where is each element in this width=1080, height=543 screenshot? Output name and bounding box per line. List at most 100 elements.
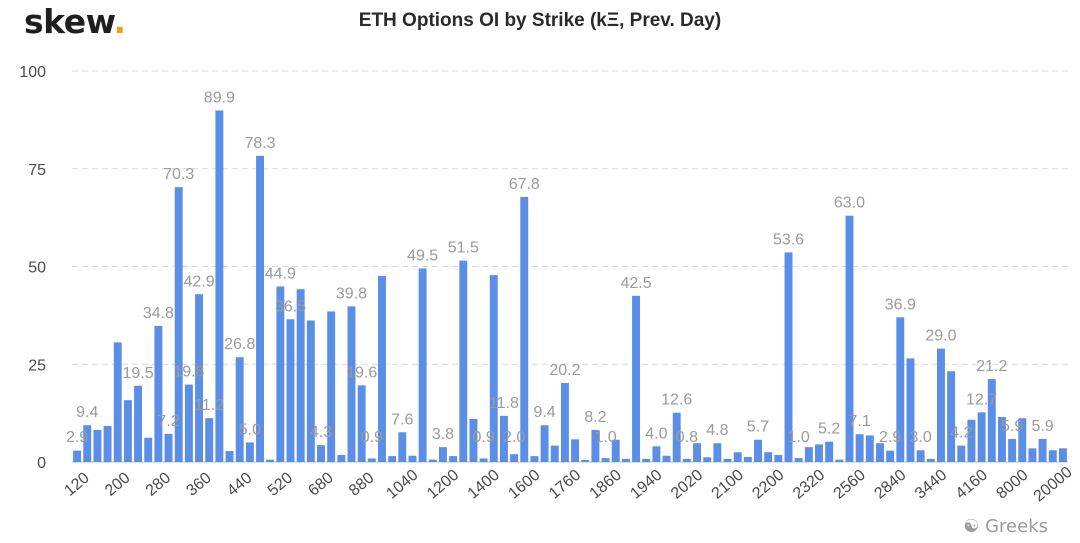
bar: [449, 456, 458, 462]
data-label: 5.9: [1031, 418, 1053, 435]
bar: [957, 445, 966, 462]
data-label: 26.8: [224, 336, 255, 353]
bar: [235, 357, 244, 462]
bar: [591, 429, 600, 462]
data-label: 3.0: [910, 429, 932, 446]
data-label: 4.3: [310, 424, 332, 441]
x-tick-label: 120: [61, 469, 92, 499]
bar: [276, 286, 285, 462]
bar: [764, 452, 773, 462]
x-tick-label: 440: [224, 469, 255, 499]
bar: [123, 400, 132, 462]
bar: [1048, 450, 1057, 462]
bar: [469, 418, 478, 462]
bar: [367, 458, 376, 462]
data-label: 3.8: [432, 426, 454, 443]
bar: [205, 418, 214, 462]
bar: [296, 289, 305, 462]
bar: [581, 460, 590, 462]
x-tick-label: 1040: [383, 467, 421, 503]
bar: [174, 187, 183, 462]
bar: [438, 447, 447, 462]
bar: [723, 458, 732, 462]
data-label: 12.6: [661, 392, 692, 409]
bar: [947, 371, 956, 462]
y-tick-label: 100: [19, 64, 46, 81]
x-tick-label: 3440: [912, 467, 950, 503]
bar: [926, 458, 935, 462]
data-label: 5.7: [747, 419, 769, 436]
bar: [774, 454, 783, 462]
x-tick-label: 20000: [1031, 464, 1076, 506]
bar: [652, 446, 661, 462]
data-label: 19.5: [122, 365, 153, 382]
data-label: 21.2: [976, 358, 1007, 375]
data-label: 9.4: [533, 404, 555, 421]
bar: [601, 458, 610, 462]
bars: [73, 110, 1067, 463]
bar: [398, 432, 407, 462]
bar: [459, 260, 468, 462]
bar: [621, 458, 630, 462]
data-label: 5.2: [818, 421, 840, 438]
data-label: 4.0: [645, 425, 667, 442]
data-label: 12.7: [966, 391, 997, 408]
bar: [682, 458, 691, 462]
data-label: 9.4: [76, 404, 98, 421]
data-label: 7.1: [849, 413, 871, 430]
data-label: 0.9: [361, 429, 383, 446]
x-tick-label: 2560: [831, 467, 869, 503]
bar: [835, 459, 844, 462]
bar: [784, 252, 793, 462]
bar: [794, 458, 803, 462]
x-tick-label: 360: [183, 469, 214, 499]
bar: [317, 445, 325, 462]
bar: [571, 439, 580, 462]
bar: [855, 434, 864, 462]
x-axis: 120 200 280 360 440 520 680 880 1040 1200 1400 1600…: [61, 464, 1075, 506]
bar: [754, 439, 762, 462]
bar: [1018, 418, 1027, 462]
y-tick-label: 0: [37, 455, 46, 472]
x-tick-label: 4160: [953, 467, 991, 503]
watermark-text: Greeks: [985, 516, 1048, 537]
x-tick-label: 1940: [627, 467, 665, 503]
y-tick-label: 75: [28, 162, 46, 179]
bar: [530, 456, 539, 462]
bar: [997, 417, 1006, 462]
bar: [560, 383, 569, 462]
bar: [215, 110, 224, 462]
bar: [987, 379, 996, 462]
x-tick-label: 1860: [587, 467, 625, 503]
y-tick-label: 25: [28, 357, 46, 374]
data-label: 49.5: [407, 247, 438, 264]
bar: [1038, 438, 1047, 462]
x-tick-label: 2020: [668, 467, 706, 503]
bar: [225, 451, 234, 462]
data-label: 42.5: [620, 275, 651, 292]
bar: [489, 275, 498, 462]
data-label: 42.9: [183, 273, 214, 290]
logo-text: skew: [24, 2, 114, 41]
bar: [693, 443, 702, 462]
bar: [845, 215, 854, 462]
bar: [378, 275, 386, 462]
bar: [479, 458, 488, 462]
bar: [408, 455, 417, 462]
x-tick-label: 280: [143, 469, 174, 499]
bar: [662, 455, 671, 462]
x-tick-label: 1600: [505, 467, 543, 503]
x-tick-label: 1200: [424, 467, 462, 503]
data-label: 0.8: [676, 429, 698, 446]
bar: [886, 450, 895, 462]
bar: [936, 348, 945, 462]
bar: [195, 294, 204, 462]
bar: [713, 443, 722, 462]
bar: [743, 456, 752, 462]
bar: [865, 435, 874, 462]
bar: [1058, 448, 1067, 462]
data-label: 2.9: [879, 429, 901, 446]
data-label: 89.9: [204, 89, 235, 106]
data-label: 63.0: [834, 195, 865, 212]
